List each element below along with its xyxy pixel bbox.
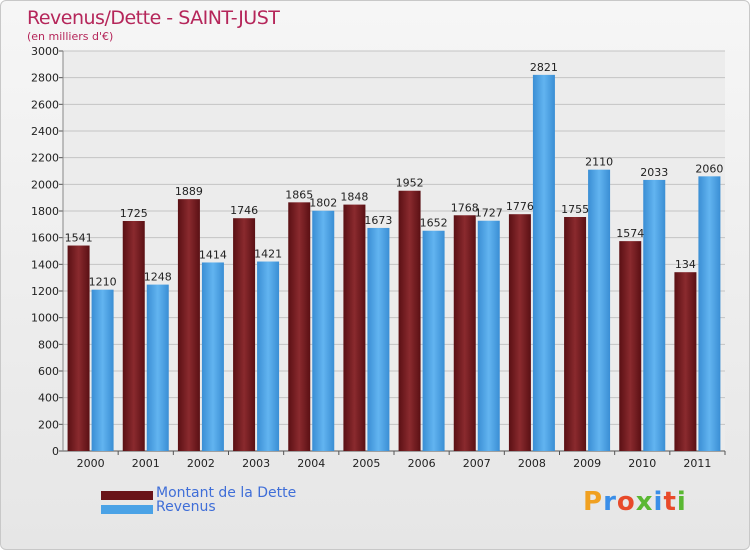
data-label-dette: 1541: [65, 232, 93, 245]
y-tick-label: 200: [38, 418, 59, 431]
bar-dette: [508, 214, 531, 451]
y-axis-ticks: 0 200 400 600 800 1000 1200 1400 1600 1800 2000 220…: [31, 45, 59, 458]
legend-label-dette: Montant de la Dette: [156, 485, 297, 501]
y-tick-label: 2000: [31, 178, 59, 191]
y-tick-label: 600: [38, 365, 59, 378]
bar-revenus: [257, 261, 280, 451]
x-tick-label: 2005: [352, 457, 380, 470]
x-tick-label: 2006: [408, 457, 436, 470]
bar-dette: [122, 221, 145, 451]
bar-dette: [619, 241, 642, 451]
y-tick-label: 400: [38, 392, 59, 405]
data-label-dette: 1574: [616, 227, 644, 240]
data-label-dette: 1848: [340, 191, 368, 204]
plot-area: [63, 51, 725, 451]
data-label-revenus: 2060: [695, 162, 723, 175]
y-tick-label: 2400: [31, 125, 59, 138]
y-tick-label: 1000: [31, 312, 59, 325]
legend-label-revenus: Revenus: [156, 499, 216, 515]
data-label-revenus: 2821: [530, 61, 558, 74]
y-tick-label: 1400: [31, 258, 59, 271]
data-label-dette: 1865: [285, 188, 313, 201]
y-tick-label: 0: [52, 445, 59, 458]
data-label-revenus: 1210: [89, 276, 117, 289]
bar-revenus: [477, 220, 500, 451]
y-tick-label: 800: [38, 338, 59, 351]
data-label-revenus: 2033: [640, 166, 668, 179]
bar-revenus: [146, 284, 169, 451]
data-label-dette: 1776: [506, 200, 534, 213]
bar-dette: [233, 218, 256, 451]
logo-letter: t: [663, 487, 677, 517]
y-tick-label: 2800: [31, 72, 59, 85]
grid-lines: [59, 50, 726, 455]
y-tick-label: 1600: [31, 232, 59, 245]
bars: [67, 74, 721, 452]
bar-revenus: [698, 176, 721, 452]
logo-letter: o: [616, 487, 636, 517]
x-tick-label: 2001: [132, 457, 160, 470]
x-tick-label: 2009: [573, 457, 601, 470]
x-axis-ticks: 2000 2001 2002 2003 2004 2005 2006 2007 2008 2009…: [77, 457, 712, 470]
bar-dette: [453, 215, 476, 451]
data-label-dette: 1768: [451, 201, 479, 214]
logo-letter: i: [653, 487, 664, 517]
x-tick-label: 2008: [518, 457, 546, 470]
data-label-revenus: 1248: [144, 271, 172, 284]
data-label-revenus: 1727: [475, 207, 503, 220]
bar-dette: [343, 204, 366, 451]
bar-dette: [67, 245, 90, 451]
bar-revenus: [367, 227, 390, 451]
y-tick-label: 2200: [31, 152, 59, 165]
bar-revenus: [312, 210, 335, 451]
logo-letter: x: [635, 487, 654, 517]
chart-title: Revenus/Dette - SAINT-JUST: [27, 7, 280, 29]
data-label-revenus: 1652: [420, 217, 448, 230]
bar-dette: [674, 272, 697, 451]
proxiti-logo: Proxiti: [583, 487, 687, 517]
bar-revenus: [91, 289, 114, 451]
data-label-revenus: 1421: [254, 248, 282, 261]
data-label-dette: 1746: [230, 204, 258, 217]
logo-letter: r: [603, 487, 617, 517]
data-label-revenus: 2110: [585, 156, 613, 169]
logo-letter: i: [676, 487, 687, 517]
bar-dette: [564, 217, 587, 451]
y-tick-label: 3000: [31, 45, 59, 58]
data-labels: 1541 1210 1725 1248 1889 1414 1746 1421 18651802…: [65, 61, 724, 289]
bar-dette: [177, 199, 200, 451]
x-tick-label: 2011: [683, 457, 711, 470]
data-label-revenus: 1673: [364, 214, 392, 227]
x-tick-label: 2004: [297, 457, 325, 470]
y-tick-label: 1800: [31, 205, 59, 218]
bar-revenus: [532, 74, 555, 451]
x-tick-label: 2007: [463, 457, 491, 470]
data-label-dette: 1755: [561, 203, 589, 216]
y-tick-label: 2600: [31, 98, 59, 111]
bar-revenus: [422, 230, 445, 451]
data-label-dette: 1889: [175, 185, 203, 198]
legend-swatch-dette: [101, 491, 153, 500]
bar-dette: [288, 202, 311, 451]
legend-swatch-revenus: [101, 505, 153, 514]
data-label-dette: 1952: [396, 177, 424, 190]
x-tick-label: 2000: [77, 457, 105, 470]
data-label-dette: 134: [675, 258, 696, 271]
bar-revenus: [201, 262, 224, 451]
x-tick-label: 2002: [187, 457, 215, 470]
bar-revenus: [588, 169, 611, 451]
x-tick-label: 2003: [242, 457, 270, 470]
y-tick-label: 1200: [31, 285, 59, 298]
chart-subtitle: (en milliers d'€): [27, 30, 114, 43]
data-label-dette: 1725: [120, 207, 148, 220]
data-label-revenus: 1414: [199, 248, 227, 261]
x-tick-label: 2010: [628, 457, 656, 470]
data-label-revenus: 1802: [309, 197, 337, 210]
bar-dette: [398, 190, 421, 451]
logo-letter: P: [583, 487, 604, 517]
bar-revenus: [643, 179, 666, 451]
